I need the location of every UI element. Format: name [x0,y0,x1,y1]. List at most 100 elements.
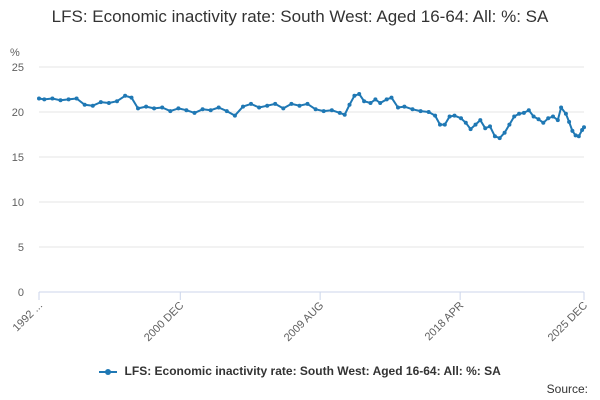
data-point[interactable] [567,119,572,124]
data-point[interactable] [373,97,378,102]
data-point[interactable] [389,95,394,100]
data-point[interactable] [216,105,221,110]
data-point[interactable] [50,96,55,101]
data-point[interactable] [184,108,189,113]
data-point[interactable] [192,110,197,115]
data-point[interactable] [342,112,347,117]
data-point[interactable] [58,98,63,103]
data-point[interactable] [536,117,541,122]
data-point[interactable] [82,102,87,107]
x-tick-label: 2018 APR [423,300,467,344]
data-point[interactable] [232,113,237,118]
data-point[interactable] [160,105,165,110]
y-tick-label: 15 [12,152,24,164]
data-point[interactable] [396,105,400,110]
data-point[interactable] [531,114,536,119]
data-point[interactable] [123,93,128,98]
data-point[interactable] [337,110,342,115]
data-point[interactable] [488,124,492,129]
data-point[interactable] [144,104,149,109]
data-point[interactable] [497,136,502,141]
data-point[interactable] [478,118,483,123]
data-point[interactable] [305,101,310,106]
data-point[interactable] [502,130,507,135]
data-point[interactable] [313,107,318,112]
data-point[interactable] [257,105,262,110]
data-point[interactable] [582,125,586,130]
data-point[interactable] [442,122,447,127]
data-point[interactable] [555,118,560,123]
y-tick-label: 25 [12,62,24,74]
data-point[interactable] [459,116,463,121]
data-point[interactable] [563,111,568,116]
data-point[interactable] [517,111,522,116]
x-axis: 1992 ... 2000 DEC 2009 AUG 2018 APR 2025 DEC [11,292,590,344]
data-point[interactable] [329,108,334,113]
data-point[interactable] [483,126,488,131]
data-point[interactable] [463,120,468,125]
data-point[interactable] [106,101,111,105]
data-point[interactable] [559,105,564,110]
data-point[interactable] [492,134,497,139]
data-point[interactable] [512,114,517,119]
data-point[interactable] [115,99,119,104]
data-point[interactable] [362,99,367,104]
data-point[interactable] [378,101,383,105]
data-point[interactable] [570,128,575,133]
data-point[interactable] [152,106,157,111]
data-point[interactable] [384,97,389,102]
data-point[interactable] [452,113,457,118]
data-point[interactable] [129,95,134,100]
data-point[interactable] [321,109,326,114]
data-point[interactable] [208,108,213,113]
data-point[interactable] [66,97,71,102]
data-point[interactable] [551,114,555,119]
data-point[interactable] [90,103,95,108]
data-point[interactable] [241,104,245,109]
data-point[interactable] [410,107,415,112]
data-point[interactable] [200,107,205,112]
legend[interactable]: LFS: Economic inactivity rate: South Wes… [0,364,600,378]
y-tick-label: 10 [12,197,24,209]
data-point[interactable] [224,109,229,114]
data-point[interactable] [281,106,286,111]
data-point[interactable] [265,103,270,108]
legend-label: LFS: Economic inactivity rate: South Wes… [124,364,501,378]
data-point[interactable] [418,109,423,114]
data-point[interactable] [426,110,431,114]
data-point[interactable] [249,101,253,106]
data-point[interactable] [289,101,294,106]
data-point[interactable] [526,108,531,113]
data-point[interactable] [402,104,407,109]
data-point[interactable] [297,103,302,108]
data-point[interactable] [447,114,452,119]
data-point[interactable] [473,122,478,127]
data-point[interactable] [273,101,278,106]
data-point[interactable] [357,92,362,96]
data-point[interactable] [347,102,352,107]
data-point[interactable] [74,96,79,101]
data-point[interactable] [573,133,578,138]
data-point[interactable] [98,100,103,105]
data-point[interactable] [438,122,442,127]
data-point[interactable] [136,106,140,111]
source-label: Source: [546,382,588,396]
data-point[interactable] [546,116,551,121]
legend-marker-icon [99,367,118,377]
data-point[interactable] [37,96,41,101]
data-point[interactable] [168,109,173,114]
data-point[interactable] [433,113,438,118]
data-point[interactable] [176,106,181,111]
y-tick-label: 0 [18,287,24,299]
data-point[interactable] [352,93,357,98]
data-point[interactable] [42,97,47,102]
data-point[interactable] [368,101,373,105]
data-point[interactable] [468,127,473,132]
chart-title: LFS: Economic inactivity rate: South Wes… [51,7,549,26]
data-point[interactable] [541,120,546,125]
data-point[interactable] [521,110,526,115]
data-point[interactable] [507,122,512,127]
data-point[interactable] [576,134,581,139]
y-axis: 0 5 10 15 20 25 [12,62,24,299]
